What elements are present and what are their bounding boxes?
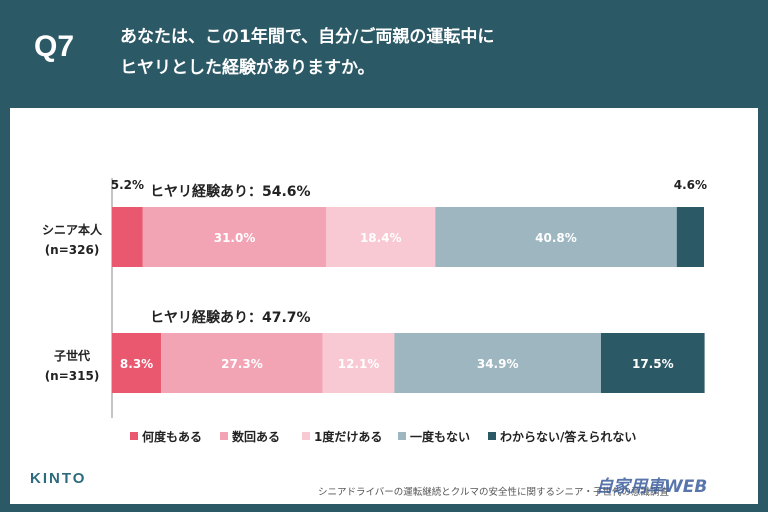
- data-label: 17.5%: [632, 357, 674, 371]
- source-footnote: シニアドライバーの運転継続とクルマの安全性に関するシニア・子世代の意識調査: [318, 487, 670, 498]
- bar-segment: [161, 333, 323, 393]
- bar-segment: [322, 333, 395, 393]
- legend-label: 1度だけある: [314, 429, 382, 444]
- bar-segment: [326, 207, 436, 267]
- question-line-1: あなたは、この1年間で、自分/ご両親の運転中に: [120, 27, 495, 47]
- data-label: 12.1%: [338, 357, 380, 371]
- data-label: 34.9%: [477, 357, 519, 371]
- question-line-2: ヒヤリとした経験がありますか。: [120, 58, 375, 78]
- legend-swatch: [488, 432, 496, 440]
- legend-label: 一度もない: [410, 429, 470, 444]
- category-label: シニア本人: [42, 222, 103, 237]
- data-label: 31.0%: [214, 231, 256, 245]
- bar-segment: [676, 207, 704, 267]
- legend-swatch: [302, 432, 310, 440]
- legend-label: わからない/答えられない: [500, 429, 636, 444]
- legend-swatch: [398, 432, 406, 440]
- legend-swatch: [130, 432, 138, 440]
- category-sample-size: (n=326): [45, 243, 100, 257]
- legend-label: 何度もある: [142, 429, 202, 444]
- bar-segment: [112, 207, 143, 267]
- bar-segment: [112, 333, 162, 393]
- header-banner: Q7 あなたは、この1年間で、自分/ご両親の運転中に ヒヤリとした経験があります…: [0, 0, 768, 108]
- data-label: 4.6%: [674, 178, 707, 192]
- category-sample-size: (n=315): [45, 369, 100, 383]
- bar-segment: [435, 207, 677, 267]
- data-label: 8.3%: [120, 357, 153, 371]
- question-text: あなたは、この1年間で、自分/ご両親の運転中に ヒヤリとした経験がありますか。: [120, 22, 494, 84]
- question-number: Q7: [34, 30, 75, 63]
- summary-label: ヒヤリ経験あり：47.7%: [150, 309, 311, 326]
- watermark-logo: 自家用車WEB: [596, 477, 708, 497]
- summary-label: ヒヤリ経験あり：54.6%: [150, 183, 311, 200]
- bar-segment: [394, 333, 601, 393]
- bar-segment: [142, 207, 327, 267]
- legend-swatch: [220, 432, 228, 440]
- data-label: 18.4%: [360, 231, 402, 245]
- bar-segment: [600, 333, 705, 393]
- kinto-logo: KINTO: [30, 470, 87, 487]
- category-label: 子世代: [54, 348, 90, 363]
- data-label: 27.3%: [221, 357, 263, 371]
- data-label: 40.8%: [535, 231, 577, 245]
- legend-label: 数回ある: [232, 429, 280, 444]
- data-label: 5.2%: [111, 178, 144, 192]
